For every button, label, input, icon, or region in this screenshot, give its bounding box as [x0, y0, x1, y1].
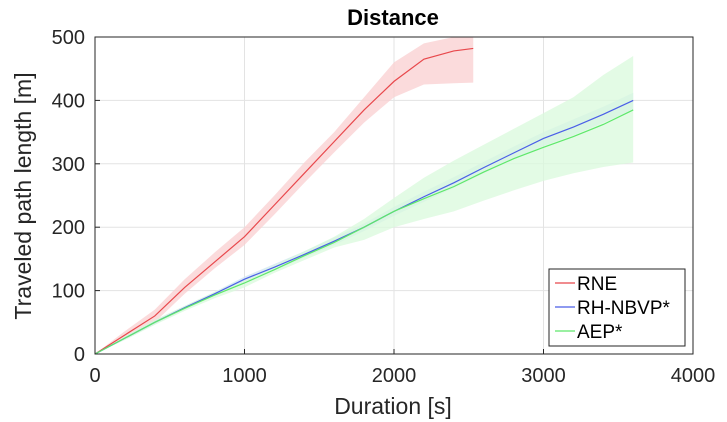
- series-line-2: [94, 109, 634, 355]
- chart-title: Distance: [347, 5, 439, 30]
- y-tick-label: 200: [52, 217, 85, 239]
- x-tick-label: 1000: [222, 365, 267, 387]
- y-tick-label: 400: [52, 90, 85, 112]
- x-tick-label: 3000: [521, 365, 566, 387]
- x-tick-label: 0: [89, 365, 100, 387]
- axes-box: [94, 36, 694, 355]
- x-tick-label: 4000: [671, 365, 716, 387]
- plot-area: 0 1000 2000 3000 4000 0 100 200 300 400 500 RNE RH-N…: [52, 27, 716, 387]
- legend-label-0: RNE: [577, 274, 617, 295]
- series-line-0: [94, 47, 474, 355]
- x-axis-label: Duration [s]: [334, 393, 452, 419]
- y-tick-label: 500: [52, 27, 85, 49]
- x-tick-label: 2000: [372, 365, 417, 387]
- y-tick-label: 300: [52, 154, 85, 176]
- y-axis-label: Traveled path length [m]: [10, 72, 36, 319]
- series-band-2: [95, 56, 634, 355]
- legend-label-1: RH-NBVP*: [577, 298, 671, 319]
- legend-label-2: AEP*: [577, 322, 623, 343]
- y-tick-label: 100: [52, 281, 85, 303]
- y-tick-label: 0: [74, 344, 85, 366]
